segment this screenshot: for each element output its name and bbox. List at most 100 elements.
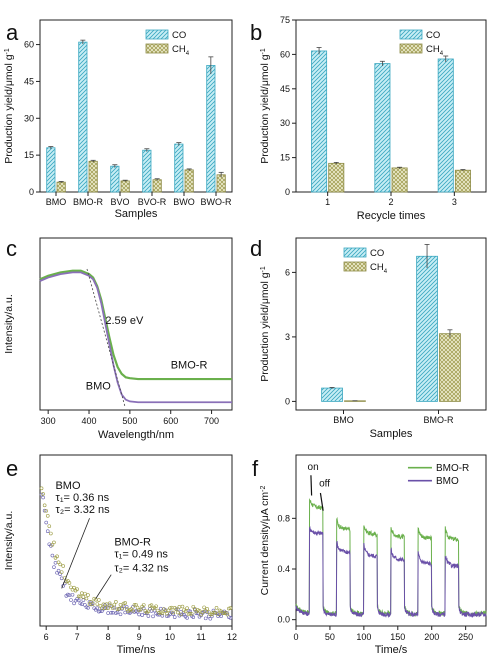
decay-point-bmo-r: [141, 603, 146, 607]
decay-point-bmo: [124, 605, 129, 609]
decay-point-bmo-r: [61, 564, 66, 568]
x-axis-title: Samples: [370, 428, 413, 440]
annot-off: off: [319, 479, 330, 490]
decay-point-bmo-r: [208, 612, 213, 617]
x-axis-title: Recycle times: [357, 210, 426, 222]
bar-co-0: [46, 147, 56, 193]
y-tick-label: 45: [24, 76, 34, 86]
bar-co-5: [206, 65, 216, 193]
decay-point-bmo-r: [80, 591, 84, 595]
x-tick-label: BVO: [110, 197, 129, 207]
legend-label-ch: CH4: [426, 44, 444, 57]
bar-ch-1: [439, 333, 461, 402]
x-tick-label: 10: [165, 632, 175, 642]
bar-co-1: [78, 41, 88, 193]
band-gap-label: 2.59 eV: [105, 315, 144, 327]
decay-point-bmo-r: [49, 531, 53, 536]
y-tick-label: 3: [285, 332, 290, 342]
decay-point-bmo: [185, 616, 189, 620]
bar-ch-3: [152, 179, 162, 193]
decay-point-bmo-r: [189, 612, 194, 616]
decay-point-bmo-r: [72, 585, 76, 590]
x-axis-title: Time/s: [375, 644, 408, 656]
decay-point-bmo: [228, 616, 233, 620]
y-tick-label: 0.4: [277, 564, 290, 574]
panel-label-e: e: [6, 456, 18, 481]
decay-point-bmo: [70, 592, 75, 597]
decay-point-bmo-r: [205, 607, 210, 611]
decay-point-bmo-r: [115, 607, 120, 611]
legend-swatch-co: [399, 29, 423, 40]
x-tick-label: 11: [196, 632, 205, 642]
y-tick-label: 60: [24, 40, 34, 50]
annot-on-arrow: [310, 475, 313, 496]
decay-point-bmo-r: [227, 606, 231, 611]
decay-point-bmo: [45, 529, 50, 533]
legend-swatch-co: [343, 247, 367, 258]
decay-point-bmo-r: [216, 612, 220, 616]
bar-co-2: [437, 58, 454, 193]
decay-point-bmo-r: [90, 602, 95, 607]
x-tick-label: 700: [204, 416, 219, 426]
panel-c: c 300 400 500 600 700 2.59 eV BMO BMO-R Intensity…: [3, 236, 233, 441]
legend-label-bmo-r: BMO-R: [436, 463, 469, 474]
annot-arrow-bmo: [61, 518, 90, 589]
annot-bmo-r-tau1: τ₁= 0.49 ns: [114, 549, 168, 561]
x-tick-label: BMO: [333, 415, 354, 425]
legend-swatch-ch: [399, 43, 423, 54]
decay-point-bmo-r: [75, 587, 79, 591]
decay-point-bmo-r: [131, 608, 135, 613]
decay-point-bmo-r: [55, 554, 59, 559]
panel-label-b: b: [250, 20, 262, 45]
decay-point-bmo-r: [97, 598, 101, 602]
decay-point-bmo-r: [47, 524, 52, 528]
plot-frame: [39, 454, 233, 627]
bar-co-0: [321, 387, 343, 402]
decay-point-bmo-r: [214, 606, 219, 610]
plot-frame: [39, 237, 233, 411]
plot-frame: [295, 454, 487, 627]
decay-point-bmo-r: [44, 509, 48, 513]
decay-point-bmo-r: [146, 609, 151, 614]
annot-arrow-bmo-r: [95, 574, 112, 599]
x-tick-label: 50: [325, 632, 335, 642]
decay-point-bmo-r: [134, 602, 138, 607]
decay-point-bmo-r: [202, 605, 206, 610]
x-tick-label: 7: [75, 632, 80, 642]
annot-bmo-r-title: BMO-R: [114, 537, 151, 549]
bar-ch-0: [328, 162, 345, 193]
decay-point-bmo-r: [67, 581, 72, 585]
decay-point-bmo: [146, 614, 151, 618]
decay-point-bmo-r: [174, 607, 179, 611]
x-tick-label: 300: [41, 416, 56, 426]
x-tick-label: 500: [122, 416, 137, 426]
decay-point-bmo-r: [98, 604, 103, 608]
decay-point-bmo: [53, 560, 58, 565]
panel-d: d 0 3 6 BMO BMO-R CO CH4 Production yield/μmol g…: [250, 236, 487, 440]
annot-bmo-tau1: τ₁= 0.36 ns: [55, 492, 109, 504]
decay-point-bmo-r: [213, 610, 217, 615]
decay-point-bmo-r: [193, 607, 197, 611]
decay-point-bmo: [106, 611, 110, 615]
y-axis-title: Current density/μA cm-2: [259, 486, 271, 596]
decay-point-bmo-r: [95, 602, 100, 606]
decay-point-bmo-r: [107, 601, 112, 606]
x-tick-label: 600: [163, 416, 178, 426]
annot-bmo-title: BMO: [55, 480, 81, 492]
y-tick-label: 15: [24, 150, 34, 160]
decay-point-bmo: [171, 612, 175, 616]
decay-point-bmo: [203, 616, 208, 621]
x-tick-label: BMO: [46, 197, 67, 207]
y-tick-label: 30: [280, 118, 290, 128]
x-axis-title: Samples: [115, 208, 158, 220]
decay-point-bmo-r: [58, 562, 62, 567]
decay-point-bmo-r: [104, 602, 109, 606]
decay-point-bmo: [72, 601, 76, 606]
y-tick-label: 0: [29, 187, 34, 197]
decay-point-bmo-r: [183, 609, 188, 614]
decay-point-bmo: [140, 613, 144, 617]
panel-b: b 0 15 30 45 60 75 1 2 3 CO CH4 Production yield/μmo…: [250, 15, 487, 222]
